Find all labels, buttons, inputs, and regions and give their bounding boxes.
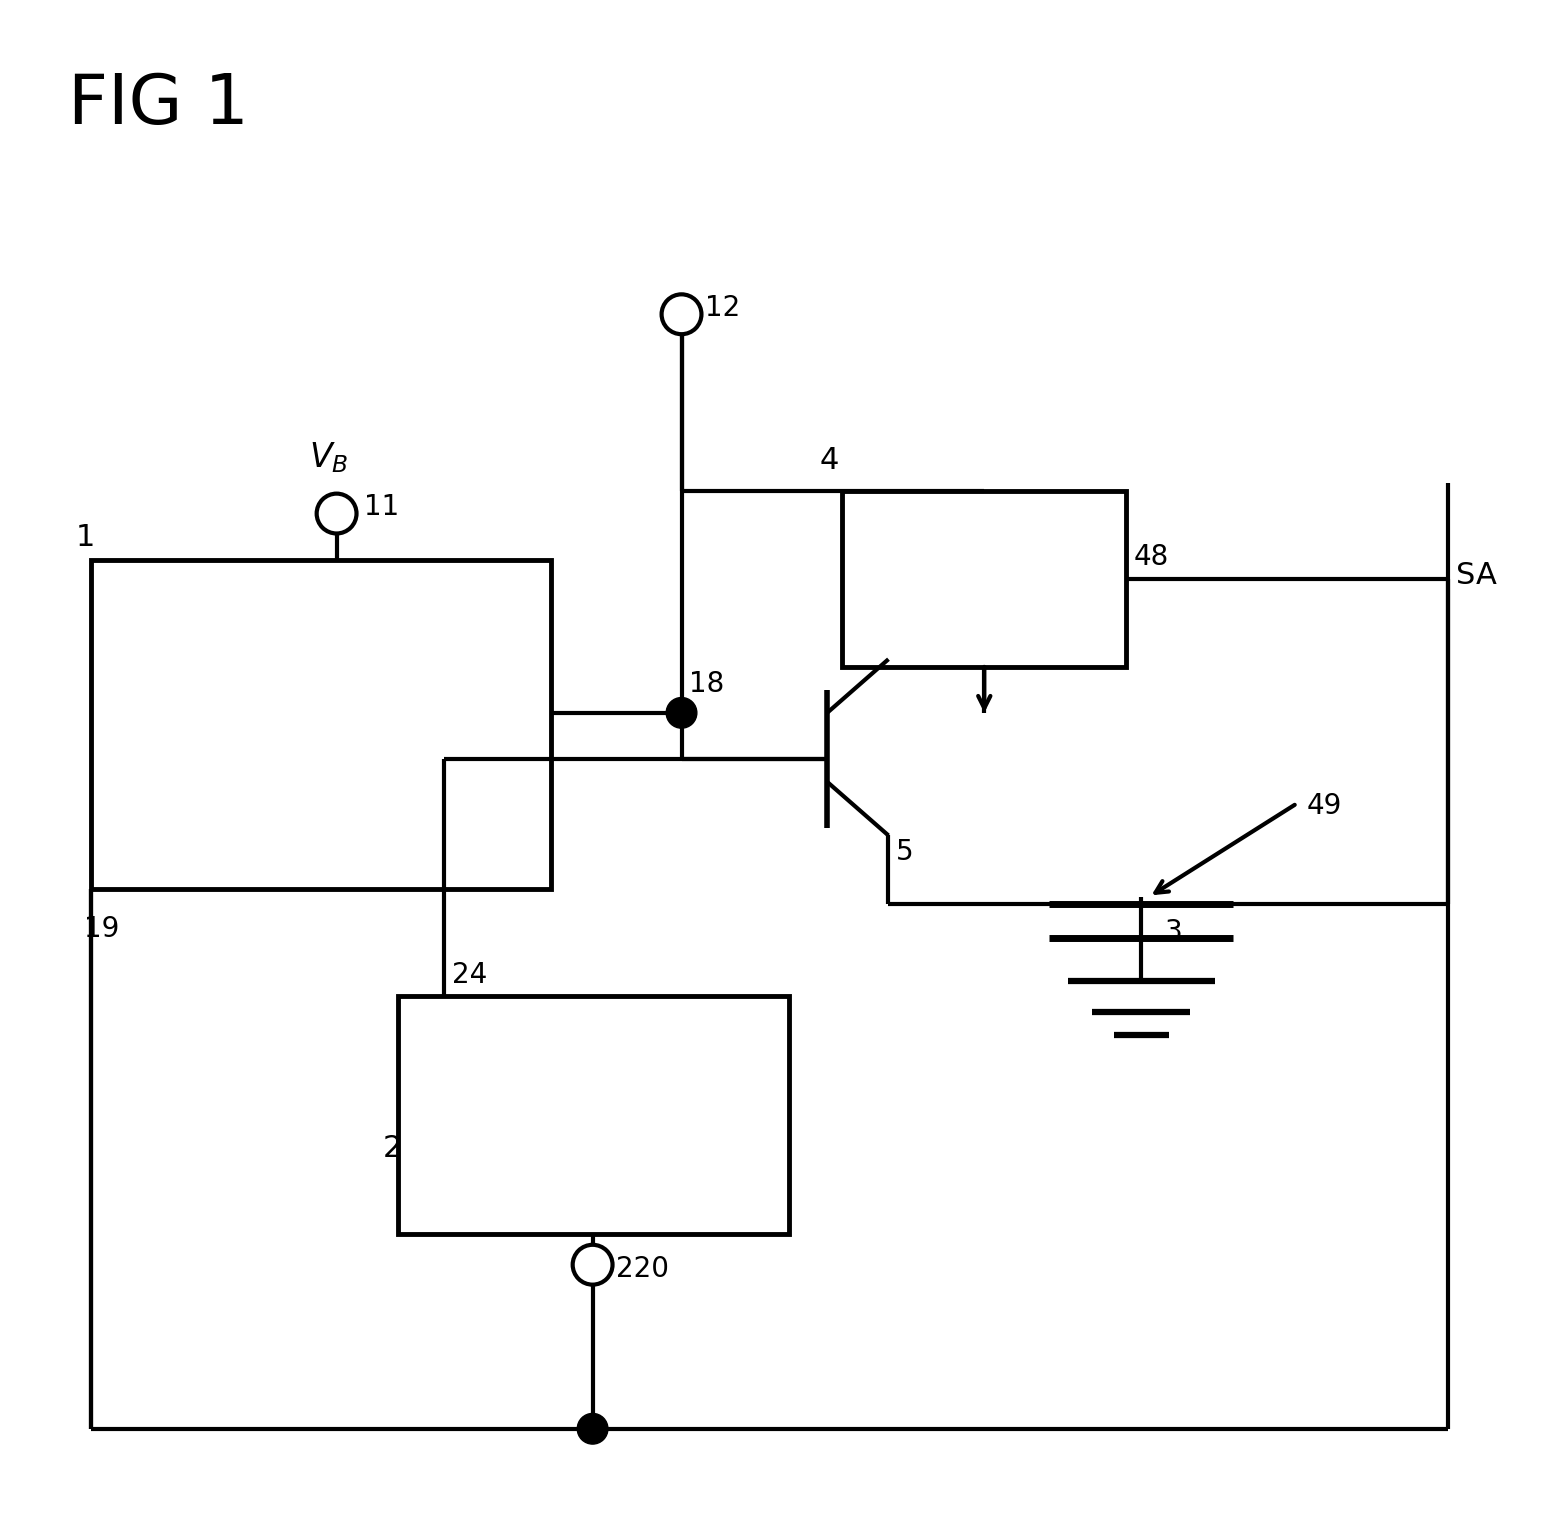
Bar bbox=[398, 996, 789, 1234]
Text: 11: 11 bbox=[364, 494, 399, 521]
Text: 2: 2 bbox=[382, 1134, 402, 1164]
Text: 12: 12 bbox=[704, 294, 739, 322]
Text: $V_B$: $V_B$ bbox=[309, 440, 348, 475]
Text: 5: 5 bbox=[896, 839, 914, 866]
Text: 18: 18 bbox=[688, 670, 724, 698]
Text: 4: 4 bbox=[820, 446, 838, 475]
Text: 49: 49 bbox=[1307, 793, 1343, 820]
Circle shape bbox=[317, 494, 356, 533]
Bar bbox=[843, 491, 1126, 667]
Text: 24: 24 bbox=[452, 961, 487, 989]
Bar bbox=[91, 560, 551, 889]
Text: 1: 1 bbox=[76, 523, 96, 552]
Circle shape bbox=[572, 1245, 613, 1285]
Circle shape bbox=[577, 1413, 608, 1444]
Circle shape bbox=[667, 698, 696, 728]
Text: SA: SA bbox=[1456, 561, 1496, 590]
Circle shape bbox=[662, 294, 701, 334]
Text: 19: 19 bbox=[84, 915, 119, 943]
Text: 3: 3 bbox=[1165, 918, 1182, 946]
Text: FIG 1: FIG 1 bbox=[68, 71, 249, 138]
Text: 220: 220 bbox=[616, 1256, 668, 1283]
Text: 48: 48 bbox=[1134, 543, 1170, 572]
